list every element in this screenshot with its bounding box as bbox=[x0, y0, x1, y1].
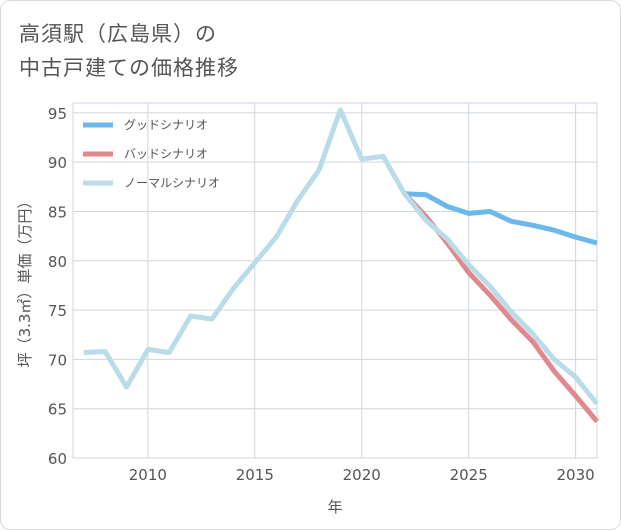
axis-ticks: 60 65 70 75 80 85 90 95 2010 2015 2020 2025 2030 bbox=[48, 105, 595, 484]
axis-titles: 年 坪（3.3㎡）単価（万円） bbox=[16, 194, 343, 516]
y-tick-label: 60 bbox=[48, 450, 67, 468]
y-tick-label: 70 bbox=[48, 351, 67, 369]
legend-label: ノーマルシナリオ bbox=[124, 176, 220, 190]
y-tick-label: 80 bbox=[48, 253, 67, 271]
y-tick-label: 90 bbox=[48, 154, 67, 172]
series-lines bbox=[83, 107, 599, 424]
x-tick-label: 2010 bbox=[129, 466, 167, 484]
y-tick-label: 85 bbox=[48, 203, 67, 221]
legend-label: グッドシナリオ bbox=[124, 118, 208, 132]
y-axis-title: 坪（3.3㎡）単価（万円） bbox=[16, 194, 34, 368]
series-line bbox=[404, 191, 598, 246]
series-line bbox=[83, 107, 599, 406]
y-tick-label: 65 bbox=[48, 401, 67, 419]
x-tick-label: 2020 bbox=[343, 466, 381, 484]
x-tick-label: 2015 bbox=[236, 466, 274, 484]
chart-title: 高須駅（広島県）の 中古戸建ての価格推移 bbox=[19, 22, 239, 80]
x-tick-label: 2030 bbox=[557, 466, 595, 484]
y-tick-label: 75 bbox=[48, 302, 67, 320]
legend-label: バッドシナリオ bbox=[124, 147, 208, 161]
x-tick-label: 2025 bbox=[450, 466, 488, 484]
y-tick-label: 95 bbox=[48, 105, 67, 123]
x-axis-title: 年 bbox=[327, 498, 342, 516]
